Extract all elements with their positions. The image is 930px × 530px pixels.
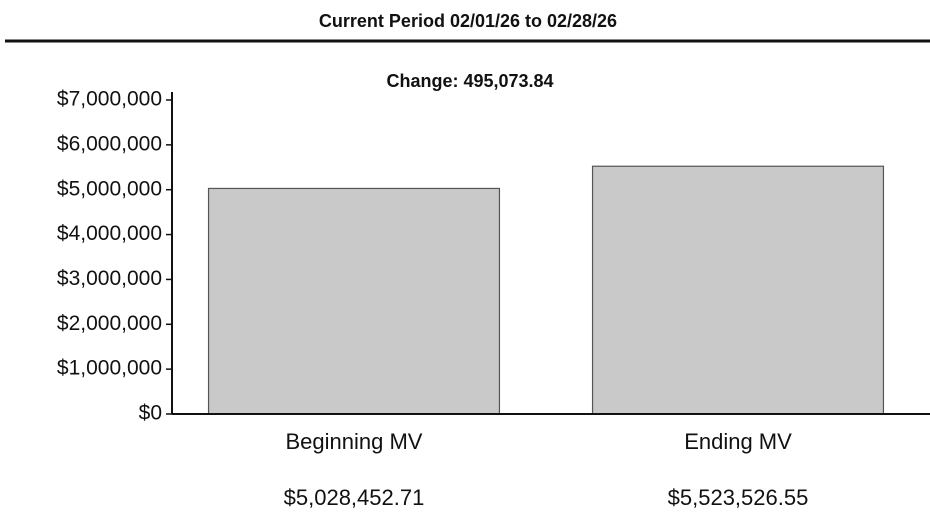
y-tick-label: $4,000,000 [57,222,162,245]
value-label: $5,028,452.71 [283,485,425,510]
bar [591,165,885,415]
chart-title: Current Period 02/01/26 to 02/28/26 [319,11,617,31]
value-label: $5,523,526.55 [667,485,809,510]
y-tick-label: $2,000,000 [57,312,162,335]
x-tick-label: Ending MV [684,429,792,454]
y-tick-label: $6,000,000 [57,132,162,155]
bar [207,187,501,415]
y-tick-label: $0 [139,402,162,425]
y-tick-label: $7,000,000 [57,88,162,111]
x-tick-label: Beginning MV [285,429,423,454]
y-tick-label: $5,000,000 [57,177,162,200]
y-tick-label: $3,000,000 [57,267,162,290]
chart-subtitle: Change: 495,073.84 [386,71,553,91]
y-tick-label: $1,000,000 [57,357,162,380]
